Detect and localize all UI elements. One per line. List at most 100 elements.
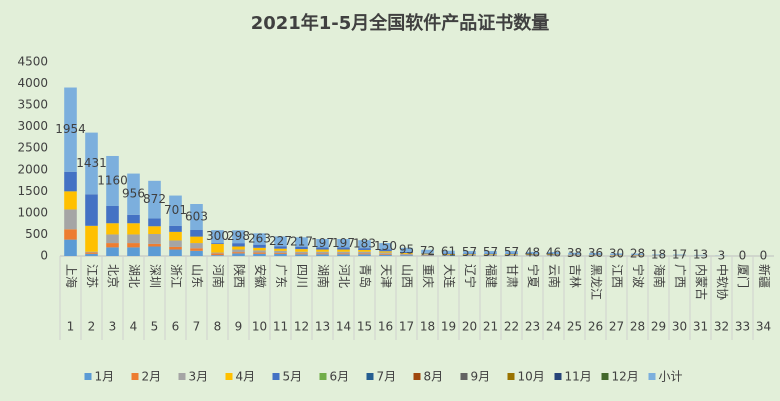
y-tick-label: 0 bbox=[40, 249, 48, 263]
bar-segment bbox=[442, 254, 455, 255]
x-group-label: 9 bbox=[235, 320, 243, 334]
bar-segment bbox=[232, 243, 245, 247]
x-group-label: 23 bbox=[525, 320, 540, 334]
data-label: 263 bbox=[248, 231, 271, 245]
legend-swatch bbox=[601, 373, 609, 380]
legend-swatch bbox=[84, 373, 92, 380]
data-label: 603 bbox=[185, 210, 208, 224]
x-group-label: 30 bbox=[672, 320, 687, 334]
bar-segment bbox=[316, 239, 329, 248]
bar-segment bbox=[169, 225, 182, 232]
legend-swatch bbox=[178, 373, 186, 380]
bar-segment bbox=[358, 249, 371, 252]
x-group-label: 27 bbox=[609, 320, 624, 334]
bar-segment bbox=[484, 254, 497, 256]
bar-segment bbox=[64, 229, 77, 240]
data-label: 197 bbox=[332, 236, 355, 250]
data-label: 298 bbox=[227, 229, 250, 243]
legend-label: 9月 bbox=[471, 370, 491, 384]
bar-segment bbox=[547, 252, 560, 255]
x-tick-label: 浙江 bbox=[169, 264, 183, 288]
legend-label: 3月 bbox=[189, 370, 209, 384]
x-tick-label: 新疆 bbox=[757, 264, 772, 288]
x-group-label: 3 bbox=[109, 320, 117, 334]
x-tick-label: 内蒙古 bbox=[694, 264, 709, 300]
bar-segment bbox=[337, 239, 350, 248]
bar-segment bbox=[85, 252, 98, 254]
bar-segment bbox=[148, 218, 161, 227]
bar-segment bbox=[211, 243, 224, 253]
legend-swatch bbox=[554, 373, 562, 380]
bar-segment bbox=[442, 253, 455, 255]
bar-segment bbox=[379, 251, 392, 253]
bar-segment bbox=[211, 243, 224, 244]
bar-segment bbox=[505, 254, 518, 256]
bar-segment bbox=[127, 247, 140, 256]
bar-segment bbox=[421, 254, 434, 255]
bar-segment bbox=[400, 251, 413, 253]
legend-swatch bbox=[507, 373, 515, 380]
bar-segment bbox=[421, 252, 434, 254]
data-label: 72 bbox=[420, 244, 435, 258]
bar-segment bbox=[127, 173, 140, 215]
bar-segment bbox=[274, 246, 287, 249]
x-tick-label: 青岛 bbox=[358, 264, 373, 288]
bar-segment bbox=[64, 191, 77, 210]
bar-segment bbox=[505, 253, 518, 255]
bar-segment bbox=[169, 246, 182, 250]
bar-segment bbox=[211, 252, 224, 254]
x-group-label: 21 bbox=[483, 320, 498, 334]
bar-segment bbox=[253, 252, 266, 254]
bar-segment bbox=[148, 226, 161, 235]
x-tick-label: 吉林 bbox=[568, 264, 582, 288]
x-tick-label: 中软协 bbox=[715, 264, 730, 300]
bar-segment bbox=[190, 204, 203, 231]
bar-segment bbox=[463, 253, 476, 255]
x-tick-label: 上海 bbox=[64, 264, 79, 288]
bar-segment bbox=[295, 246, 308, 250]
bar-segment bbox=[190, 250, 203, 256]
data-label: 13 bbox=[693, 248, 708, 262]
x-group-label: 18 bbox=[420, 320, 435, 334]
legend-label: 2月 bbox=[142, 370, 162, 384]
data-label: 1431 bbox=[76, 156, 107, 170]
bar-segment bbox=[106, 205, 119, 224]
x-tick-label: 江西 bbox=[610, 264, 624, 288]
bar-segment bbox=[148, 234, 161, 244]
x-tick-label: 河南 bbox=[211, 264, 226, 288]
bar-segment bbox=[106, 155, 119, 206]
data-label: 36 bbox=[588, 246, 603, 260]
x-tick-label: 山东 bbox=[190, 264, 204, 288]
y-tick-label: 500 bbox=[25, 227, 48, 241]
x-tick-label: 安徽 bbox=[253, 264, 268, 288]
x-tick-label: 深圳 bbox=[148, 264, 162, 288]
x-group-label: 19 bbox=[441, 320, 456, 334]
x-tick-label: 宁夏 bbox=[526, 264, 541, 288]
x-tick-label: 四川 bbox=[295, 264, 309, 288]
x-group-label: 22 bbox=[504, 320, 519, 334]
x-tick-label: 厦门 bbox=[736, 264, 751, 288]
data-label: 30 bbox=[609, 247, 624, 261]
bar-segment bbox=[148, 243, 161, 247]
bar-segment bbox=[337, 247, 350, 250]
bar-segment bbox=[337, 254, 350, 256]
bar-segment bbox=[442, 255, 455, 256]
data-label: 300 bbox=[206, 229, 229, 243]
data-label: 57 bbox=[483, 245, 498, 259]
bar-segment bbox=[316, 254, 329, 256]
x-group-label: 25 bbox=[567, 320, 582, 334]
bar-segment bbox=[316, 249, 329, 252]
bar-segment bbox=[85, 225, 98, 252]
x-group-label: 13 bbox=[315, 320, 330, 334]
legend-swatch bbox=[366, 373, 374, 380]
x-tick-label: 山西 bbox=[400, 264, 414, 288]
x-group-label: 34 bbox=[756, 320, 771, 334]
legend-label: 8月 bbox=[424, 370, 444, 384]
data-label: 1160 bbox=[97, 173, 128, 187]
bar-segment bbox=[169, 195, 182, 226]
bar-segment bbox=[85, 194, 98, 226]
bar-segment bbox=[64, 239, 77, 256]
data-label: 57 bbox=[504, 245, 519, 259]
bar-segment bbox=[484, 251, 497, 254]
